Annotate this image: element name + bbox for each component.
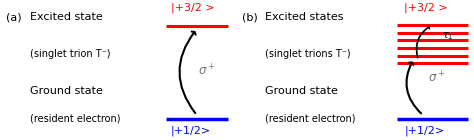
Text: Ground state: Ground state: [265, 87, 338, 96]
Text: Excited state: Excited state: [30, 12, 102, 22]
Text: $\sigma^+$: $\sigma^+$: [428, 71, 446, 86]
Text: |+3/2 >: |+3/2 >: [404, 3, 448, 13]
Text: (singlet trions T⁻): (singlet trions T⁻): [265, 49, 351, 59]
Text: |+1/2>: |+1/2>: [171, 125, 211, 136]
Text: Excited states: Excited states: [265, 12, 344, 22]
Text: (b): (b): [242, 12, 257, 22]
Text: Ground state: Ground state: [30, 87, 102, 96]
Text: (singlet trion T⁻): (singlet trion T⁻): [30, 49, 110, 59]
Text: |+3/2 >: |+3/2 >: [171, 3, 215, 13]
Text: $\sigma^+$: $\sigma^+$: [198, 64, 215, 79]
Text: (resident electron): (resident electron): [265, 114, 356, 124]
Text: $\tau_1$: $\tau_1$: [442, 30, 454, 42]
Text: (a): (a): [6, 12, 22, 22]
Text: (resident electron): (resident electron): [30, 114, 120, 124]
Text: |+1/2>: |+1/2>: [404, 125, 445, 136]
